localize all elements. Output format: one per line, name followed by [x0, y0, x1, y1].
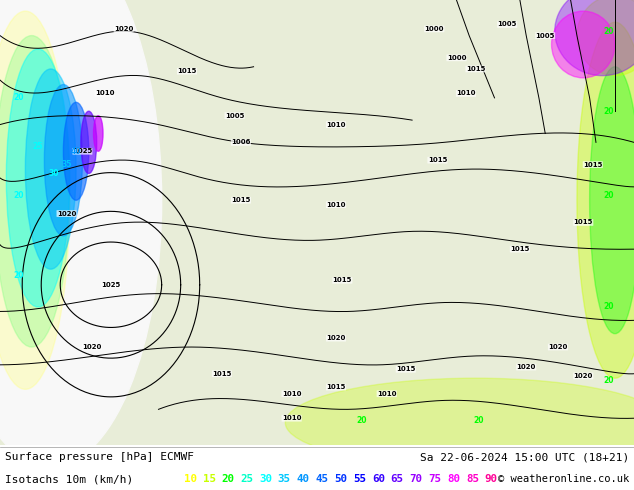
Ellipse shape	[44, 85, 82, 236]
Text: 20: 20	[221, 474, 235, 484]
Text: 35: 35	[61, 160, 72, 169]
Text: 1000: 1000	[447, 55, 466, 61]
Ellipse shape	[577, 0, 634, 75]
Text: 90: 90	[485, 474, 498, 484]
Text: 50: 50	[334, 474, 347, 484]
Ellipse shape	[577, 22, 634, 378]
Text: 20: 20	[14, 191, 24, 200]
Text: 1025: 1025	[73, 148, 92, 154]
Text: 30: 30	[49, 169, 59, 178]
Text: 1020: 1020	[327, 335, 346, 341]
Text: 65: 65	[391, 474, 404, 484]
Text: 20: 20	[356, 416, 366, 425]
Text: 80: 80	[447, 474, 460, 484]
Text: 1020: 1020	[82, 344, 101, 350]
Ellipse shape	[552, 11, 615, 78]
Text: 20: 20	[474, 416, 484, 425]
Text: 20: 20	[604, 302, 614, 312]
Text: 1020: 1020	[114, 26, 133, 32]
Text: 25: 25	[33, 142, 43, 151]
Text: 1015: 1015	[583, 162, 602, 168]
Text: 40: 40	[71, 147, 81, 156]
Ellipse shape	[0, 11, 70, 389]
Text: 20: 20	[604, 107, 614, 116]
Text: 35: 35	[278, 474, 291, 484]
Ellipse shape	[0, 36, 70, 347]
Text: 1010: 1010	[456, 91, 476, 97]
Text: 1015: 1015	[327, 384, 346, 390]
Text: 1005: 1005	[498, 22, 517, 27]
Text: 1000: 1000	[425, 26, 444, 32]
Text: 20: 20	[604, 376, 614, 385]
Ellipse shape	[285, 378, 634, 467]
Text: 1020: 1020	[548, 344, 567, 350]
Text: 20: 20	[604, 26, 614, 36]
Text: 1010: 1010	[282, 415, 301, 421]
Text: 1020: 1020	[57, 211, 76, 217]
Text: 1015: 1015	[178, 68, 197, 74]
Text: 1010: 1010	[327, 122, 346, 127]
Text: Isotachs 10m (km/h): Isotachs 10m (km/h)	[5, 474, 133, 484]
Text: 1015: 1015	[333, 277, 352, 283]
Ellipse shape	[93, 116, 103, 151]
Ellipse shape	[25, 69, 76, 269]
Ellipse shape	[63, 102, 89, 200]
Text: 1015: 1015	[466, 66, 485, 72]
Text: Surface pressure [hPa] ECMWF: Surface pressure [hPa] ECMWF	[5, 452, 194, 462]
Text: 85: 85	[466, 474, 479, 484]
Text: 20: 20	[14, 271, 24, 280]
Text: 1005: 1005	[536, 33, 555, 39]
Text: 1005: 1005	[225, 113, 244, 119]
Text: Sa 22-06-2024 15:00 UTC (18+21): Sa 22-06-2024 15:00 UTC (18+21)	[420, 452, 629, 462]
Text: 1010: 1010	[95, 91, 114, 97]
Text: 1020: 1020	[517, 364, 536, 370]
Text: 1015: 1015	[396, 367, 415, 372]
Text: 1006: 1006	[231, 139, 250, 146]
Text: 1010: 1010	[377, 391, 396, 397]
Text: 70: 70	[410, 474, 423, 484]
Text: 75: 75	[429, 474, 441, 484]
Text: 25: 25	[240, 474, 253, 484]
Text: 30: 30	[259, 474, 272, 484]
Text: 40: 40	[297, 474, 309, 484]
Text: 1015: 1015	[428, 157, 447, 163]
Text: 1025: 1025	[101, 282, 120, 288]
Text: 1015: 1015	[574, 220, 593, 225]
Text: 1020: 1020	[574, 373, 593, 379]
Text: 1015: 1015	[510, 246, 529, 252]
Text: © weatheronline.co.uk: © weatheronline.co.uk	[498, 474, 629, 484]
Ellipse shape	[6, 49, 70, 307]
Ellipse shape	[555, 0, 634, 75]
Text: 1015: 1015	[212, 371, 231, 377]
Ellipse shape	[590, 67, 634, 334]
Text: 55: 55	[353, 474, 366, 484]
Text: 1015: 1015	[231, 197, 250, 203]
Text: 1010: 1010	[327, 202, 346, 208]
Text: 15: 15	[202, 474, 216, 484]
Text: 10: 10	[184, 474, 197, 484]
Text: 20: 20	[604, 191, 614, 200]
Text: 1010: 1010	[282, 391, 301, 397]
Ellipse shape	[81, 111, 96, 173]
Text: 20: 20	[14, 94, 24, 102]
Ellipse shape	[0, 0, 162, 467]
Text: 45: 45	[316, 474, 328, 484]
Text: 60: 60	[372, 474, 385, 484]
